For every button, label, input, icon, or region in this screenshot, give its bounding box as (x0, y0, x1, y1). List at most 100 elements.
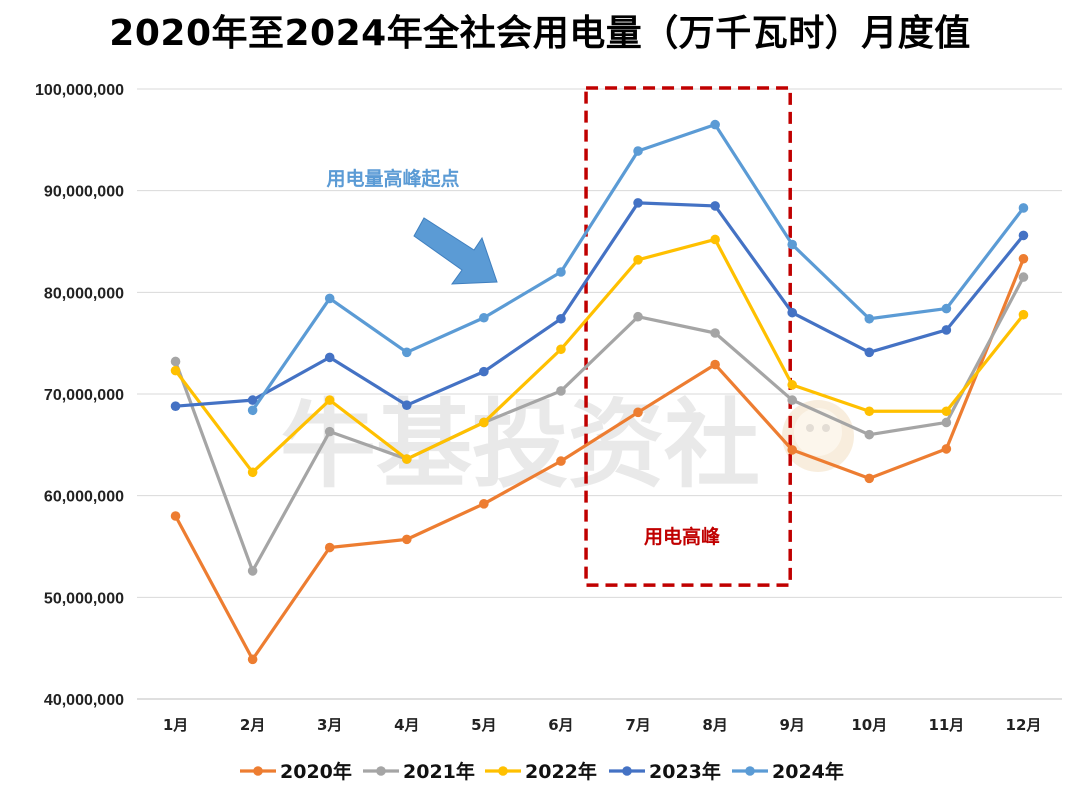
data-point (864, 473, 875, 484)
data-point (941, 325, 952, 335)
legend-label: 2023年 (649, 760, 721, 783)
peak-box-label: 用电高峰 (644, 525, 721, 548)
data-point (247, 654, 258, 665)
data-point (324, 426, 335, 437)
data-point (633, 254, 643, 265)
y-tick-label: 90,000,000 (44, 184, 124, 201)
x-tick-label: 6月 (548, 716, 573, 734)
data-point (324, 395, 335, 405)
data-point (1018, 203, 1029, 213)
data-point (710, 201, 720, 211)
annotations: 用电量高峰起点 用电高峰 (326, 167, 721, 548)
legend-item: 2021年 (363, 760, 475, 783)
x-tick-label: 12月 (1006, 716, 1042, 734)
data-point (401, 534, 412, 545)
data-point (864, 313, 875, 324)
legend-item: 2023年 (609, 760, 721, 783)
legend-label: 2021年 (403, 760, 475, 783)
data-point (864, 347, 875, 358)
data-point (1018, 230, 1029, 241)
series-lines (170, 119, 1029, 665)
data-point (710, 359, 720, 370)
x-tick-label: 5月 (471, 716, 496, 734)
x-tick-label: 7月 (625, 716, 650, 734)
y-tick-label: 50,000,000 (44, 590, 124, 607)
data-point (633, 407, 643, 418)
data-point (324, 542, 335, 553)
data-point (170, 511, 181, 521)
x-tick-label: 2月 (240, 716, 265, 734)
legend-label: 2020年 (280, 760, 352, 783)
data-point (787, 445, 798, 455)
y-axis: 40,000,000 50,000,000 60,000,000 70,000,000… (35, 82, 124, 709)
series-2020年 (170, 253, 1029, 665)
data-point (556, 313, 566, 324)
x-tick-label: 9月 (779, 716, 804, 734)
legend-marker (376, 766, 386, 776)
data-point (247, 395, 258, 405)
x-tick-label: 10月 (851, 716, 887, 734)
data-point (941, 303, 952, 314)
data-point (864, 429, 875, 440)
legend-item: 2020年 (240, 760, 352, 783)
data-point (941, 417, 952, 428)
data-point (633, 311, 643, 322)
data-point (324, 352, 335, 363)
data-point (633, 146, 643, 156)
x-tick-label: 3月 (317, 716, 342, 734)
data-point (170, 365, 181, 376)
data-point (401, 400, 412, 410)
data-point (1018, 272, 1029, 282)
legend-marker (498, 766, 508, 776)
data-point (633, 198, 643, 208)
y-tick-label: 80,000,000 (44, 285, 124, 302)
data-point (710, 119, 720, 130)
data-point (864, 406, 875, 417)
data-point (941, 444, 952, 454)
y-tick-label: 70,000,000 (44, 387, 124, 404)
x-axis: 1月 2月 3月 4月 5月 6月 7月 8月 9月 10月 11月 12月 (163, 716, 1042, 734)
series-line (174, 258, 1025, 661)
data-point (1018, 309, 1029, 320)
data-point (247, 405, 258, 416)
series-line (174, 276, 1025, 573)
data-point (401, 347, 412, 358)
series-2023年 (170, 198, 1029, 412)
series-2024年 (247, 119, 1029, 416)
peak-highlight-box (584, 86, 792, 587)
data-point (1018, 253, 1029, 264)
y-tick-label: 60,000,000 (44, 489, 124, 506)
legend-label: 2024年 (772, 760, 844, 783)
x-tick-label: 8月 (702, 716, 727, 734)
y-tick-label: 100,000,000 (35, 82, 124, 99)
y-tick-label: 40,000,000 (44, 692, 124, 709)
data-point (787, 307, 798, 318)
data-point (479, 417, 489, 428)
data-point (556, 267, 566, 277)
chart-title: 2020年至2024年全社会用电量（万千瓦时）月度值 (109, 13, 971, 54)
legend-label: 2022年 (525, 760, 597, 783)
data-point (479, 312, 489, 323)
legend-marker (745, 766, 755, 776)
arrow-icon (413, 217, 498, 285)
data-point (247, 566, 258, 576)
series-2022年 (170, 234, 1029, 478)
data-point (247, 467, 258, 478)
legend-marker (253, 766, 263, 776)
data-point (479, 499, 489, 509)
legend-item: 2024年 (732, 760, 844, 783)
peak-dashed-box (584, 86, 792, 587)
grid-lines (137, 88, 1062, 700)
legend-item: 2022年 (485, 760, 597, 783)
data-point (787, 395, 798, 405)
peak-start-label: 用电量高峰起点 (326, 167, 459, 190)
data-point (710, 234, 720, 245)
data-point (170, 401, 181, 412)
data-point (556, 456, 566, 466)
x-tick-label: 4月 (394, 716, 419, 734)
data-point (556, 386, 566, 396)
data-point (556, 344, 566, 355)
x-tick-label: 1月 (163, 716, 188, 734)
data-point (941, 406, 952, 417)
